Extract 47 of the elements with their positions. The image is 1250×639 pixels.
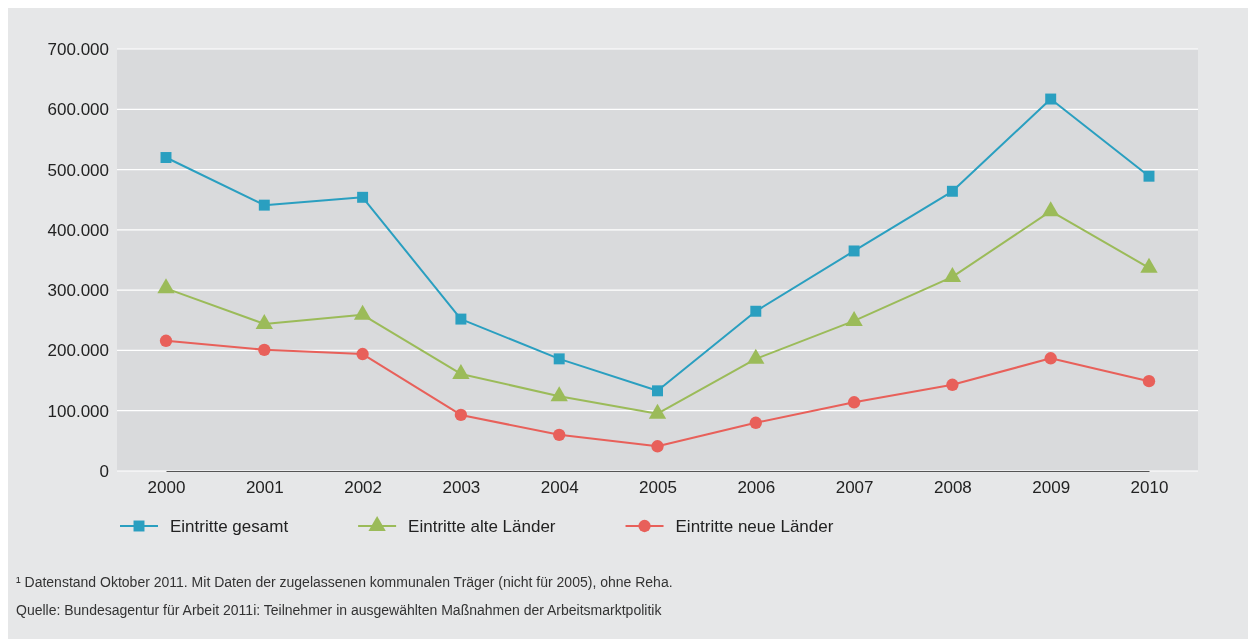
point [258, 199, 270, 211]
point [652, 385, 663, 397]
point [1143, 170, 1155, 182]
legend-label: Eintritte neue Länder [675, 517, 834, 536]
point [454, 408, 468, 422]
point [1045, 93, 1057, 105]
legend-label: Eintritte alte Länder [408, 517, 556, 536]
point [357, 191, 369, 203]
legend-label: Eintritte gesamt [170, 517, 289, 536]
point [1042, 201, 1060, 217]
point [553, 428, 566, 441]
point [356, 347, 369, 361]
point [749, 416, 762, 429]
y-tick-label: 200.000 [47, 341, 109, 361]
y-tick-label: 400.000 [47, 220, 109, 240]
point [847, 396, 861, 409]
point [160, 152, 172, 163]
x-tick-label: 2007 [835, 478, 874, 498]
x-tick-label: 2001 [245, 478, 284, 498]
source-note: Quelle: Bundesagentur für Arbeit 2011i: Teilnehmer in ausgewählten Maßnahmen der Arbeitsmarktpolitik [16, 602, 663, 618]
point [848, 245, 860, 257]
point [651, 440, 664, 453]
point [1044, 352, 1057, 365]
y-tick-label: 600.000 [47, 100, 109, 120]
point [553, 353, 565, 365]
x-tick-label: 2006 [737, 478, 776, 498]
x-tick-label: 2004 [540, 478, 579, 498]
text: ¹ Datenstand Oktober 2011. Mit Daten der zugelassenen kommunalen Träger (nicht für 2005), ohne Reha. [16, 574, 673, 590]
x-tick-label: 2002 [344, 478, 383, 498]
point [946, 378, 959, 391]
y-tick-label: 0 [99, 461, 109, 481]
y-tick-label: 300.000 [47, 281, 109, 301]
x-tick-label: 2005 [639, 478, 677, 498]
y-tick-label: 700.000 [47, 39, 109, 59]
point [455, 313, 467, 325]
point [946, 185, 958, 197]
x-tick-label: 2008 [933, 478, 972, 498]
point [750, 305, 762, 317]
x-tick-label: 2009 [1032, 478, 1071, 498]
point [1142, 375, 1156, 388]
point [258, 343, 271, 356]
x-tick-label: 2010 [1130, 478, 1169, 498]
x-tick-label: 2003 [442, 478, 481, 498]
y-tick-label: 100.000 [47, 401, 109, 421]
x-tick-label: 2000 [147, 478, 186, 498]
y-tick-label: 500.000 [47, 160, 109, 180]
point [159, 334, 173, 347]
